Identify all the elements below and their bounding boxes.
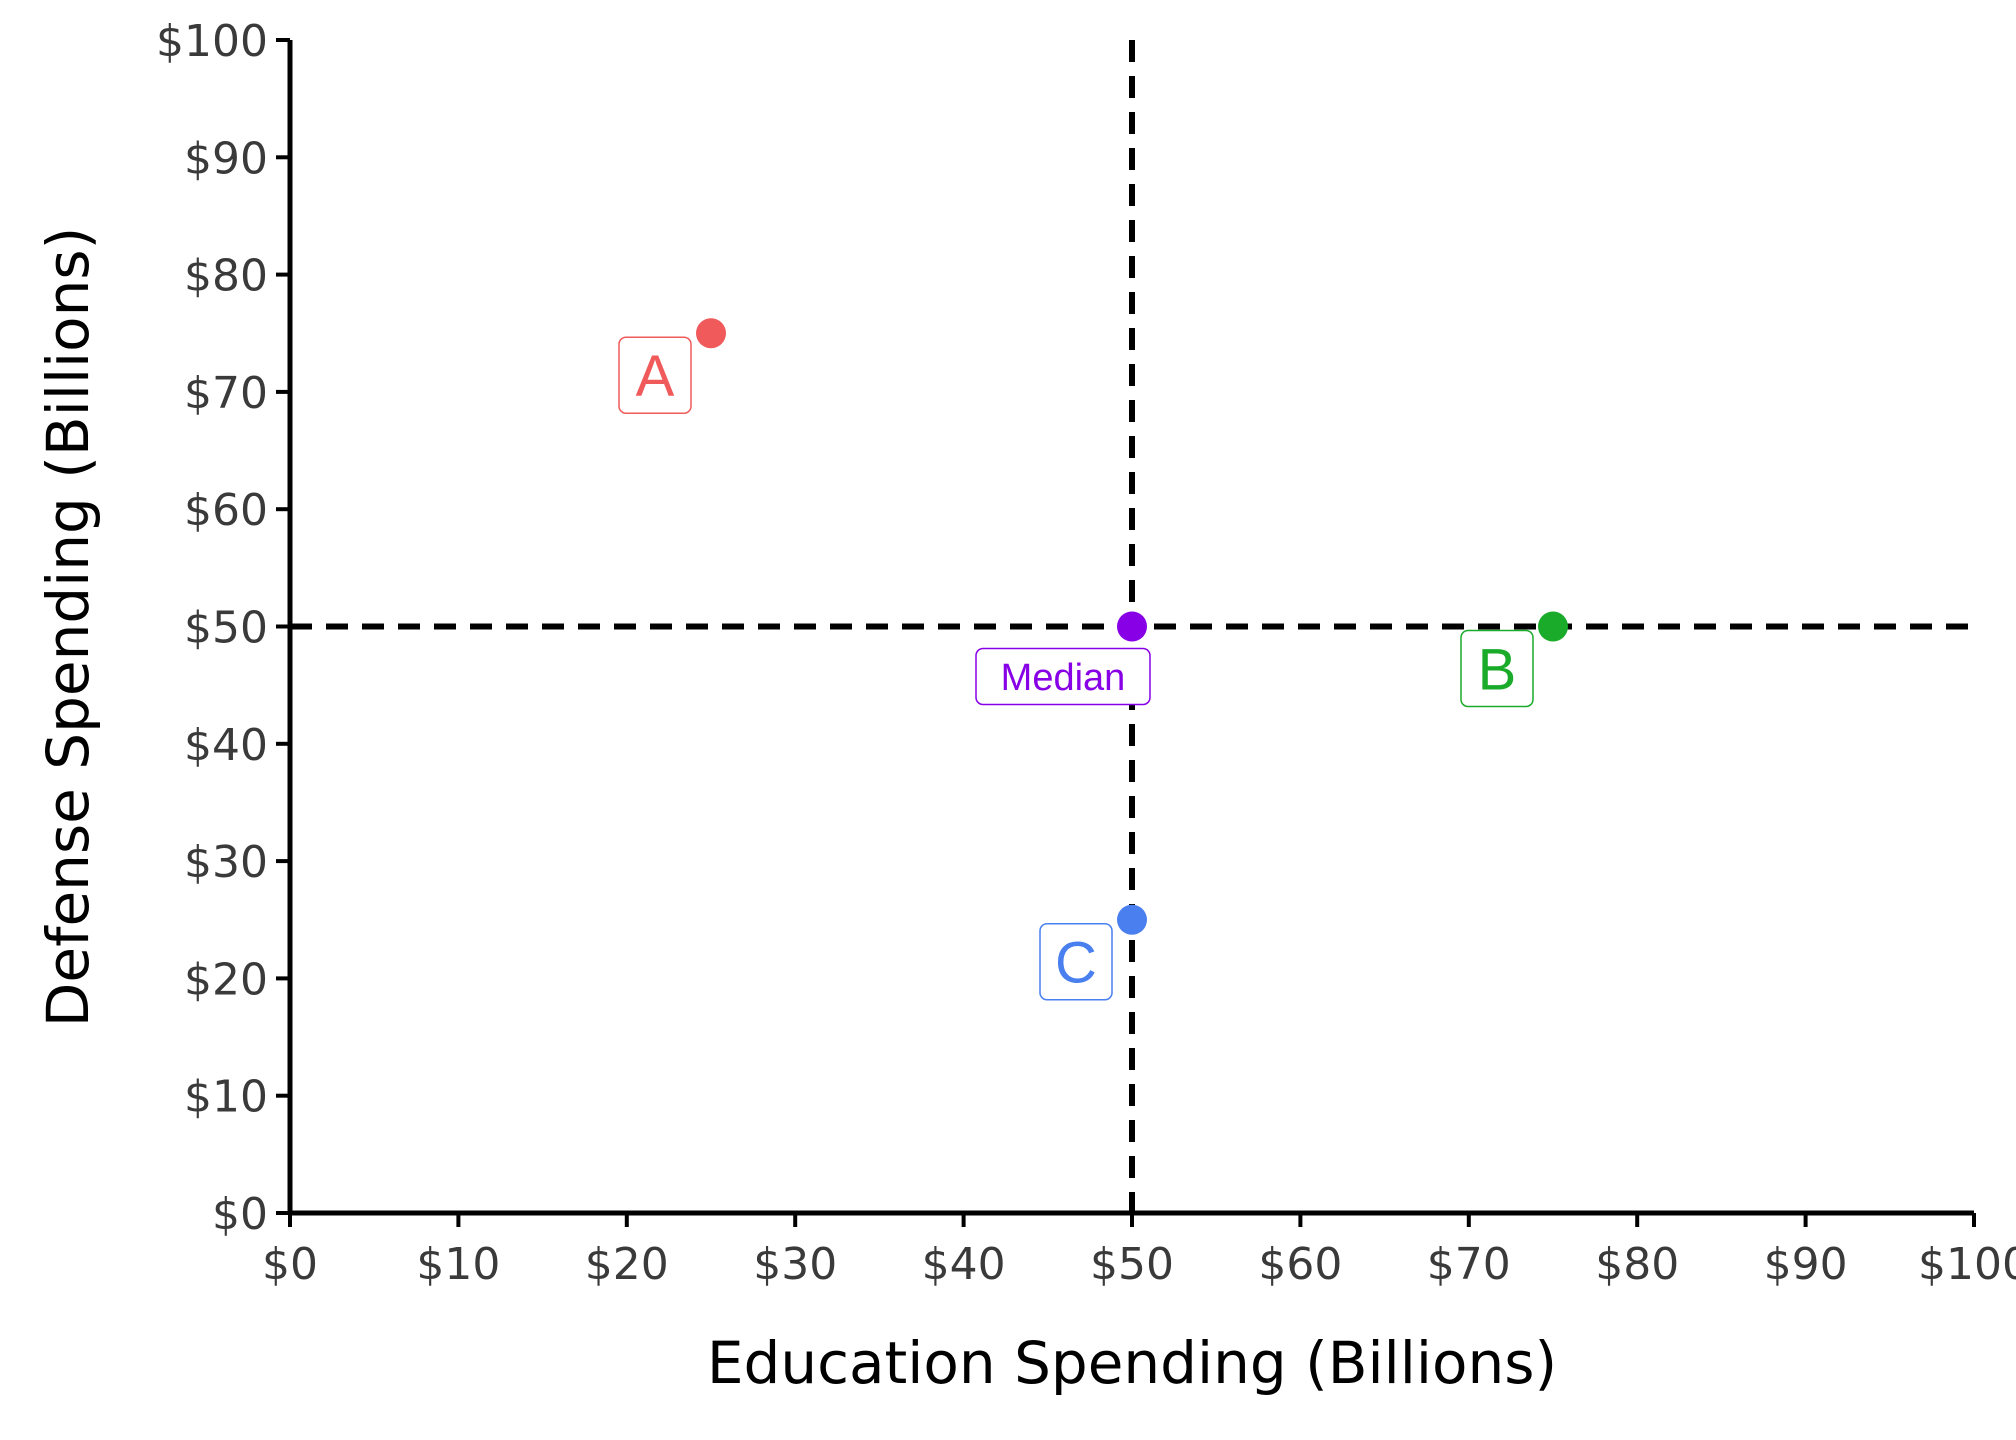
x-tick-label: $70 xyxy=(1427,1239,1511,1290)
y-tick-label: $20 xyxy=(184,954,268,1005)
label-text: Median xyxy=(1001,657,1126,699)
x-tick-label: $50 xyxy=(1090,1239,1174,1290)
label-a: A xyxy=(618,336,692,414)
x-tick-label: $90 xyxy=(1764,1239,1848,1290)
y-tick-label: $100 xyxy=(156,16,268,67)
x-tick-label: $60 xyxy=(1258,1239,1342,1290)
data-points xyxy=(696,318,1568,935)
label-text: B xyxy=(1478,637,1517,702)
x-axis-ticks: $0 $10 $20 $30 $40 $50 $60 $70 $80 $90 $100 xyxy=(262,1213,2016,1290)
point-b xyxy=(1538,611,1568,642)
x-axis-title: Education Spending (Billions) xyxy=(707,1329,1557,1397)
y-tick-label: $50 xyxy=(184,603,268,654)
y-tick-label: $0 xyxy=(212,1189,268,1240)
point-a xyxy=(696,318,726,349)
y-tick-label: $70 xyxy=(184,368,268,419)
y-tick-label: $60 xyxy=(184,485,268,536)
label-box xyxy=(618,336,692,414)
label-text: C xyxy=(1055,931,1097,996)
label-c: C xyxy=(1039,923,1113,1001)
x-tick-label: $40 xyxy=(922,1239,1006,1290)
label-box xyxy=(975,647,1151,706)
point-c xyxy=(1117,904,1147,935)
label-box xyxy=(1039,923,1113,1001)
y-tick-label: $40 xyxy=(184,720,268,771)
y-axis-title: Defense Spending (Billions) xyxy=(34,227,102,1028)
y-tick-label: $10 xyxy=(184,1072,268,1123)
label-b: B xyxy=(1460,629,1534,708)
x-tick-label: $80 xyxy=(1595,1239,1679,1290)
x-tick-label: $100 xyxy=(1918,1239,2016,1290)
point-labels: A B C Median xyxy=(618,336,1534,1001)
x-tick-label: $0 xyxy=(262,1239,318,1290)
y-axis-ticks: $0 $10 $20 $30 $40 $50 $60 $70 $80 $90 $100 xyxy=(156,16,290,1240)
y-tick-label: $30 xyxy=(184,837,268,888)
label-median: Median xyxy=(975,647,1151,706)
point-median xyxy=(1117,611,1147,642)
label-box xyxy=(1460,629,1534,708)
x-tick-label: $10 xyxy=(416,1239,500,1290)
x-tick-label: $20 xyxy=(585,1239,669,1290)
y-tick-label: $90 xyxy=(184,133,268,184)
y-tick-label: $80 xyxy=(184,251,268,302)
x-tick-label: $30 xyxy=(753,1239,837,1290)
label-text: A xyxy=(636,344,675,409)
